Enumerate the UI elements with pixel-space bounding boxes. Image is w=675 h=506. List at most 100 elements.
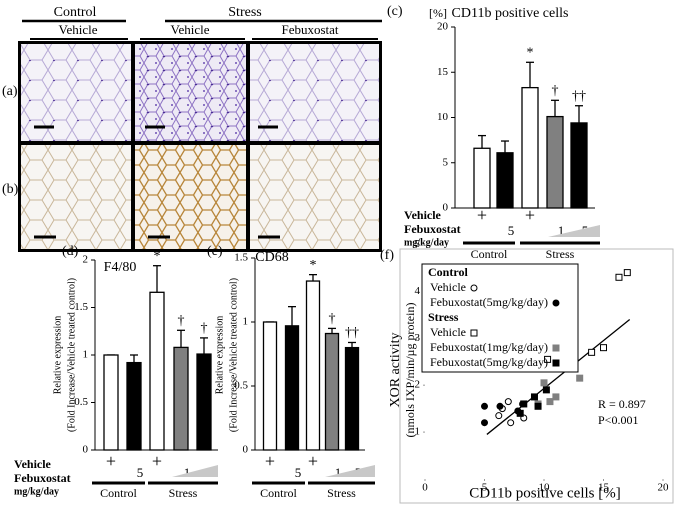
y-tick-label: 4	[415, 285, 421, 297]
x-tick-label: 10	[539, 482, 551, 494]
x-axis-label: CD11b positive cells [%]	[469, 485, 621, 501]
panel-label: (f)	[380, 248, 394, 263]
row-label: (b)	[2, 182, 19, 197]
legend-marker	[470, 329, 478, 337]
x-tick-label: +	[265, 451, 275, 471]
group-label: Control	[54, 5, 97, 20]
point	[496, 402, 504, 410]
point	[530, 393, 538, 401]
significance-label: †	[329, 312, 336, 327]
y-axis-label: (nmols IXP/min/µg protein)	[403, 303, 417, 438]
x-tick-label: 1	[558, 223, 565, 238]
legend-group: Stress	[428, 310, 459, 324]
panel-label: (e)	[207, 244, 223, 259]
point	[507, 419, 515, 427]
y-tick-label: 0	[443, 202, 449, 214]
point	[552, 393, 560, 401]
significance-label: ††	[572, 89, 586, 104]
legend-label: Febuxostat(5mg/kg/day)	[430, 295, 548, 309]
treatment-label: Vehicle	[171, 22, 210, 37]
point	[588, 348, 596, 356]
bar	[496, 152, 514, 209]
legend-marker	[552, 359, 560, 367]
x-tick-label: +	[106, 451, 116, 471]
trendline	[486, 319, 631, 435]
point	[542, 386, 550, 394]
y-axis-label: (Fold Increase/Vehicle treated control)	[66, 278, 77, 432]
y-tick-label: 1	[243, 316, 249, 328]
legend-label: Febuxostat(5mg/kg/day)	[430, 355, 548, 369]
point	[576, 374, 584, 382]
legend-marker	[552, 299, 560, 307]
point	[615, 273, 623, 281]
significance-label: †	[201, 321, 208, 336]
legend-marker	[552, 344, 560, 352]
point	[546, 398, 554, 406]
y-tick-label: 0	[83, 444, 89, 456]
dose-wedge	[172, 465, 218, 477]
stat-annotation: P<0.001	[598, 413, 638, 427]
x-tick-label: 5	[137, 465, 144, 480]
group-label: Stress	[546, 247, 575, 261]
treatment-label: Febuxostat	[281, 22, 338, 37]
chart-title: F4/80	[104, 260, 137, 275]
significance-label: *	[527, 46, 534, 61]
bar	[473, 147, 491, 209]
bar	[149, 291, 165, 451]
micrograph	[135, 145, 246, 249]
point	[600, 344, 607, 352]
micrograph	[21, 44, 131, 141]
bar	[305, 280, 321, 451]
point	[481, 402, 488, 410]
bar	[196, 353, 212, 451]
legend-box	[421, 263, 579, 373]
legend-label: Febuxostat(1mg/kg/day)	[430, 340, 548, 354]
x-tick-label: +	[152, 451, 162, 471]
row-label: Vehicle	[14, 457, 52, 471]
x-tick-label: 1	[335, 465, 342, 480]
bar	[324, 332, 340, 451]
stat-annotation: R = 0.897	[598, 397, 646, 411]
x-tick-label: 15	[598, 482, 610, 494]
chart-title: CD11b positive cells	[452, 6, 569, 21]
group-label: Control	[471, 247, 508, 261]
y-unit: [%]	[429, 6, 447, 20]
group-label: Stress	[169, 486, 198, 500]
point	[540, 379, 548, 387]
chart-title: CD68	[255, 250, 288, 265]
y-tick-label: 5	[415, 238, 421, 250]
treatment-label: Vehicle	[59, 22, 98, 37]
y-tick-label: 15	[437, 66, 449, 78]
point	[534, 402, 542, 410]
legend-group: Control	[428, 265, 468, 279]
row-label: mg/kg/day	[14, 486, 59, 497]
row-label: Febuxostat	[404, 222, 461, 236]
x-tick-label: 0	[422, 482, 428, 494]
x-tick-label: 5	[508, 223, 515, 238]
bar	[546, 115, 564, 209]
group-label: Stress	[228, 5, 261, 20]
bar	[126, 361, 142, 451]
y-tick-label: 0.5	[234, 380, 248, 392]
legend-label: Vehicle	[430, 280, 466, 294]
significance-label: *	[310, 258, 317, 273]
dose-wedge	[548, 225, 600, 237]
y-tick-label: 2	[415, 379, 421, 391]
y-tick-label: 2	[83, 254, 89, 266]
row-label: mg/kg/day	[404, 237, 449, 248]
row-label: Vehicle	[404, 208, 442, 222]
y-tick-label: 0.5	[74, 396, 88, 408]
point	[520, 400, 528, 408]
x-tick-label: 5	[482, 482, 488, 494]
y-tick-label: 10	[437, 111, 449, 123]
micrograph	[21, 145, 131, 249]
x-tick-label: +	[308, 451, 318, 471]
point	[623, 269, 631, 277]
bar	[173, 346, 189, 451]
y-axis-label: (Fold Increase/Vehicle treated control)	[228, 278, 239, 432]
bar	[103, 354, 119, 451]
bar	[570, 122, 588, 209]
x-tick-label: 1	[184, 465, 191, 480]
bar	[521, 86, 539, 209]
